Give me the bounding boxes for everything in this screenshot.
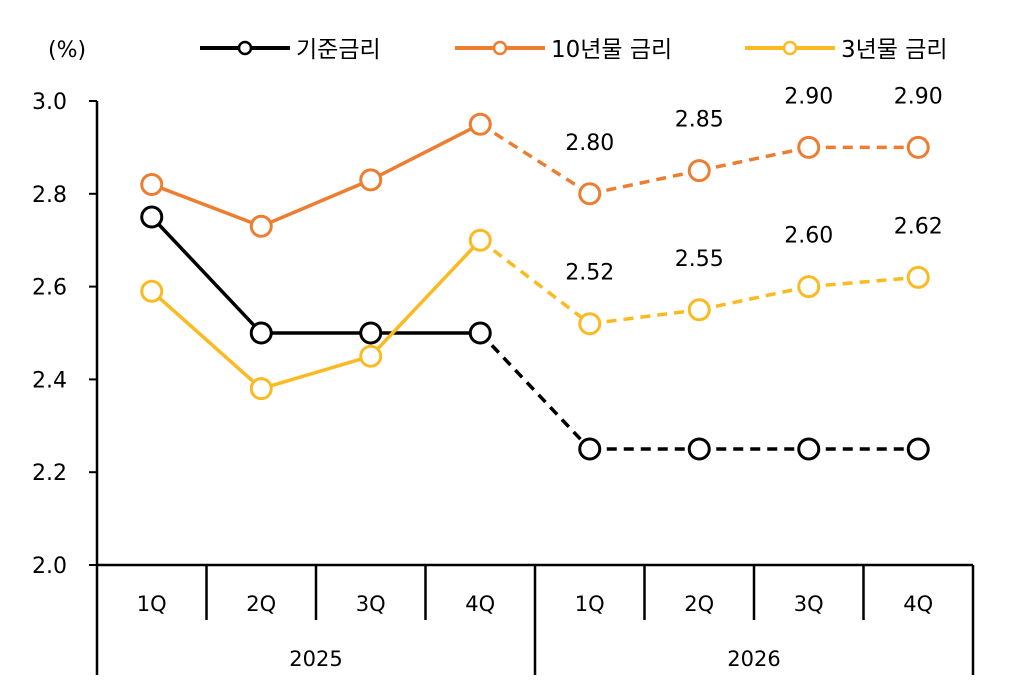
series-0 <box>140 205 930 461</box>
data-point <box>468 112 492 136</box>
series-line-segment <box>589 308 700 326</box>
x-group-label: 2025 <box>289 647 342 671</box>
y-tick-label: 2.0 <box>32 554 67 579</box>
series-line-segment <box>808 275 919 289</box>
data-point <box>687 298 711 322</box>
x-tick-label: 3Q <box>356 592 386 616</box>
x-tick-label: 3Q <box>794 592 824 616</box>
data-label: 2.85 <box>675 108 724 133</box>
data-point <box>249 377 273 401</box>
series-line-segment <box>260 178 372 228</box>
series-line-segment <box>369 122 482 182</box>
data-label: 2.80 <box>565 131 614 156</box>
legend-marker <box>782 40 798 56</box>
data-label: 2.62 <box>894 214 943 239</box>
data-point <box>359 321 383 345</box>
series-line-segment <box>478 331 592 451</box>
series-line-segment <box>369 238 482 358</box>
data-point <box>906 437 930 461</box>
x-tick-label: 2Q <box>246 592 276 616</box>
legend-label: 기준금리 <box>296 37 381 63</box>
data-point <box>797 437 821 461</box>
data-point <box>578 182 602 206</box>
x-group-label: 2026 <box>727 647 780 671</box>
y-tick-label: 2.8 <box>32 183 67 208</box>
data-label: 2.60 <box>784 224 833 249</box>
data-point <box>140 279 164 303</box>
x-tick-label: 4Q <box>465 592 495 616</box>
axes: 2.0 2.2 2.4 2.6 2.8 3.0 1Q 2Q 3Q 4Q 1Q 2Q 3Q 4Q 2025 20… <box>32 90 975 675</box>
data-point <box>797 135 821 159</box>
series-line-segment <box>698 284 810 312</box>
data-point <box>468 228 492 252</box>
series-line-segment <box>479 122 591 196</box>
data-label: 2.90 <box>784 84 833 109</box>
plot-area: 2.80 2.85 2.90 2.90 2.52 2.55 2.60 2.62 <box>140 84 943 461</box>
legend-marker <box>492 40 508 56</box>
data-point <box>140 173 164 197</box>
data-point <box>140 205 164 229</box>
legend-label: 10년물 금리 <box>551 37 672 63</box>
data-point <box>906 265 930 289</box>
legend: 기준금리 10년물 금리 3년물 금리 <box>200 37 948 63</box>
data-label: 2.90 <box>894 84 943 109</box>
data-point <box>468 321 492 345</box>
data-point <box>578 437 602 461</box>
y-tick-label: 2.4 <box>32 368 67 393</box>
data-point <box>249 214 273 238</box>
y-tick-label: 2.6 <box>32 276 67 301</box>
data-label: 2.52 <box>565 261 614 286</box>
data-point <box>359 168 383 192</box>
series-1: 2.80 2.85 2.90 2.90 <box>140 84 943 238</box>
series-line-segment <box>479 238 591 326</box>
x-tick-label: 2Q <box>684 592 714 616</box>
x-tick-label: 4Q <box>903 592 933 616</box>
series-line-segment <box>150 215 263 335</box>
y-tick-label: 2.2 <box>32 461 67 486</box>
y-tick-label: 3.0 <box>32 90 67 115</box>
data-point <box>797 275 821 299</box>
x-tick-label: 1Q <box>575 592 605 616</box>
data-label: 2.55 <box>675 247 724 272</box>
legend-label: 3년물 금리 <box>841 37 948 63</box>
series-line-segment <box>589 168 700 196</box>
series-line-segment <box>698 145 810 173</box>
data-point <box>359 344 383 368</box>
series-line-segment <box>150 289 263 390</box>
series-2: 2.52 2.55 2.60 2.62 <box>140 214 943 401</box>
data-point <box>687 437 711 461</box>
data-point <box>578 312 602 336</box>
unit-label: (%) <box>48 38 86 63</box>
series-line-segment <box>260 354 372 391</box>
legend-marker <box>237 40 253 56</box>
series-line-segment <box>151 182 262 228</box>
x-tick-label: 1Q <box>137 592 167 616</box>
data-point <box>687 159 711 183</box>
data-point <box>249 321 273 345</box>
data-point <box>906 135 930 159</box>
